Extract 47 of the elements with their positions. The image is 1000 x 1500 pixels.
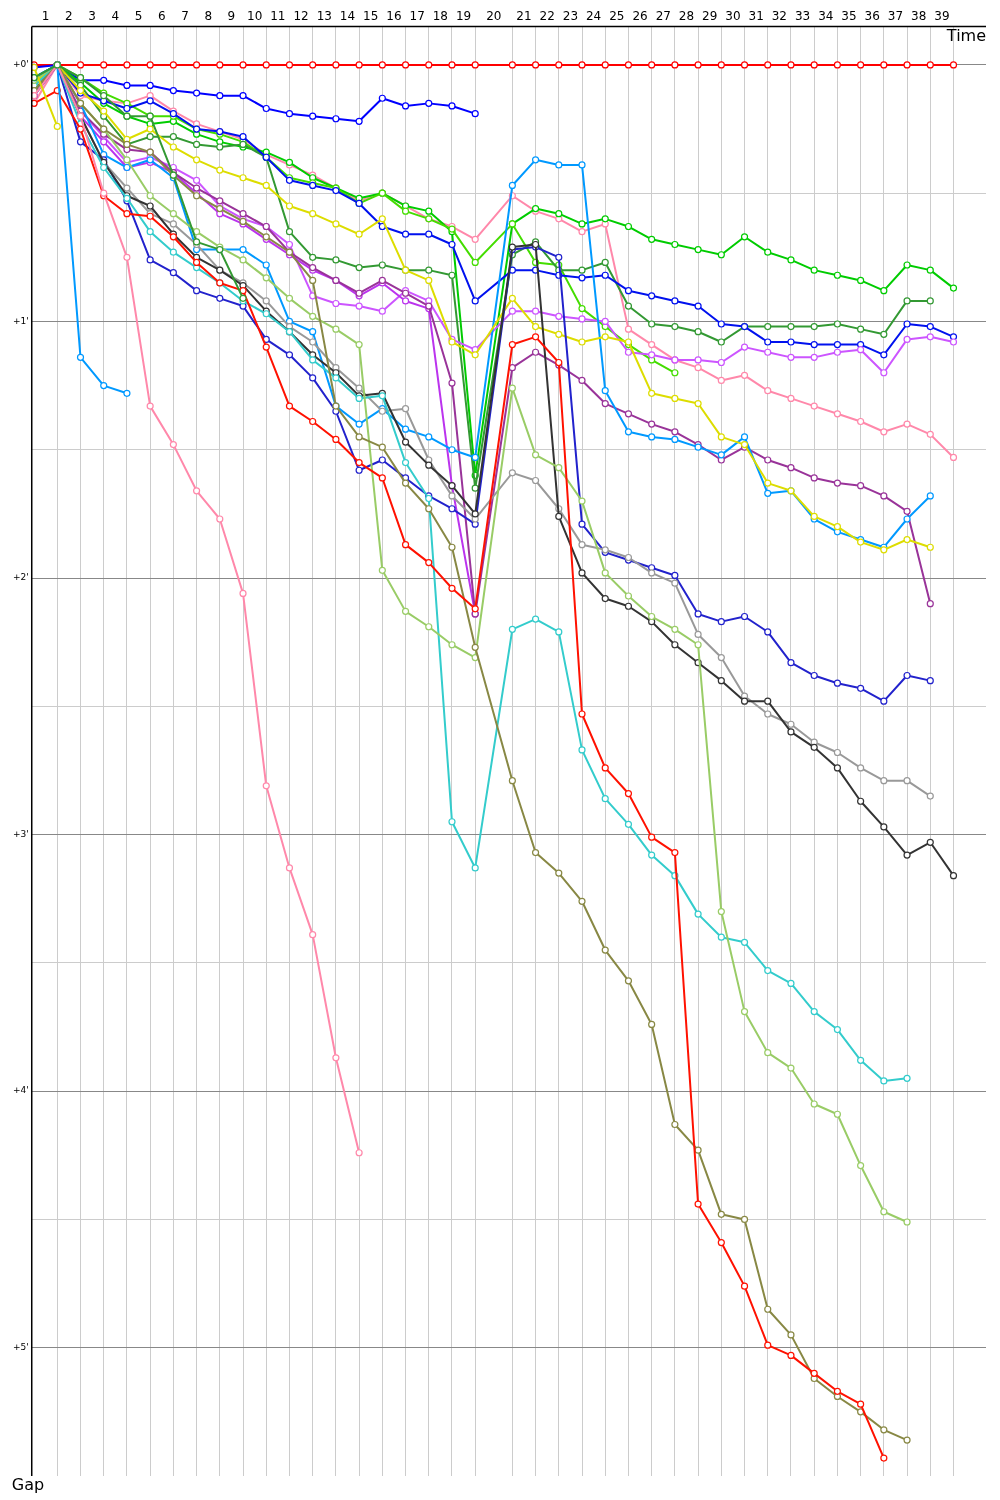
x-tick-label: 19 xyxy=(455,9,472,24)
y-tick-label: +0' xyxy=(12,59,29,70)
x-tick-label: 7 xyxy=(181,9,189,24)
x-tick-label: 9 xyxy=(227,9,236,24)
x-tick-label: 22 xyxy=(539,9,555,24)
x-tick-label: 16 xyxy=(386,9,402,24)
x-tick-label: 33 xyxy=(794,9,811,24)
x-tick-label: 39 xyxy=(934,9,950,24)
x-tick-label: 10 xyxy=(246,9,263,24)
x-axis-title: Time xyxy=(945,25,986,45)
x-tick-label: 35 xyxy=(841,9,857,24)
y-tick-label: +1' xyxy=(12,315,29,326)
x-tick-label: 1 xyxy=(41,9,50,24)
x-tick-label: 27 xyxy=(655,9,671,24)
y-tick-label: +2' xyxy=(12,572,29,583)
x-tick-label: 29 xyxy=(702,9,718,24)
x-tick-label: 8 xyxy=(204,9,213,24)
x-tick-label: 15 xyxy=(363,9,379,24)
x-tick-label: 38 xyxy=(911,9,927,24)
y-tick-label: +3' xyxy=(12,828,29,839)
x-tick-label: 21 xyxy=(516,9,532,24)
x-tick-label: 30 xyxy=(725,9,741,24)
x-tick-label: 28 xyxy=(678,9,695,24)
x-tick-label: 34 xyxy=(818,9,834,24)
x-tick-label: 36 xyxy=(864,9,880,24)
x-tick-label: 31 xyxy=(748,9,764,24)
x-tick-label: 17 xyxy=(409,9,425,24)
x-tick-label: 11 xyxy=(270,9,286,24)
x-tick-label: 26 xyxy=(632,9,648,24)
x-tick-label: 2 xyxy=(65,9,73,24)
x-tick-label: 12 xyxy=(293,9,309,24)
x-tick-label: 4 xyxy=(111,9,120,24)
x-tick-label: 6 xyxy=(157,9,166,24)
x-tick-label: 3 xyxy=(88,9,96,24)
x-tick-label: 13 xyxy=(316,9,332,24)
x-tick-label: 18 xyxy=(432,9,449,24)
x-tick-label: 23 xyxy=(562,9,579,24)
x-tick-label: 5 xyxy=(134,9,143,24)
x-tick-label: 20 xyxy=(486,9,502,24)
x-tick-label: 32 xyxy=(771,9,787,24)
y-axis-title: Gap xyxy=(11,1475,45,1495)
x-tick-label: 24 xyxy=(585,9,602,24)
x-tick-label: 14 xyxy=(339,9,356,24)
x-tick-label: 25 xyxy=(609,9,625,24)
y-tick-label: +5' xyxy=(12,1342,29,1353)
y-tick-label: +4' xyxy=(12,1085,29,1096)
x-tick-label: 37 xyxy=(887,9,904,24)
